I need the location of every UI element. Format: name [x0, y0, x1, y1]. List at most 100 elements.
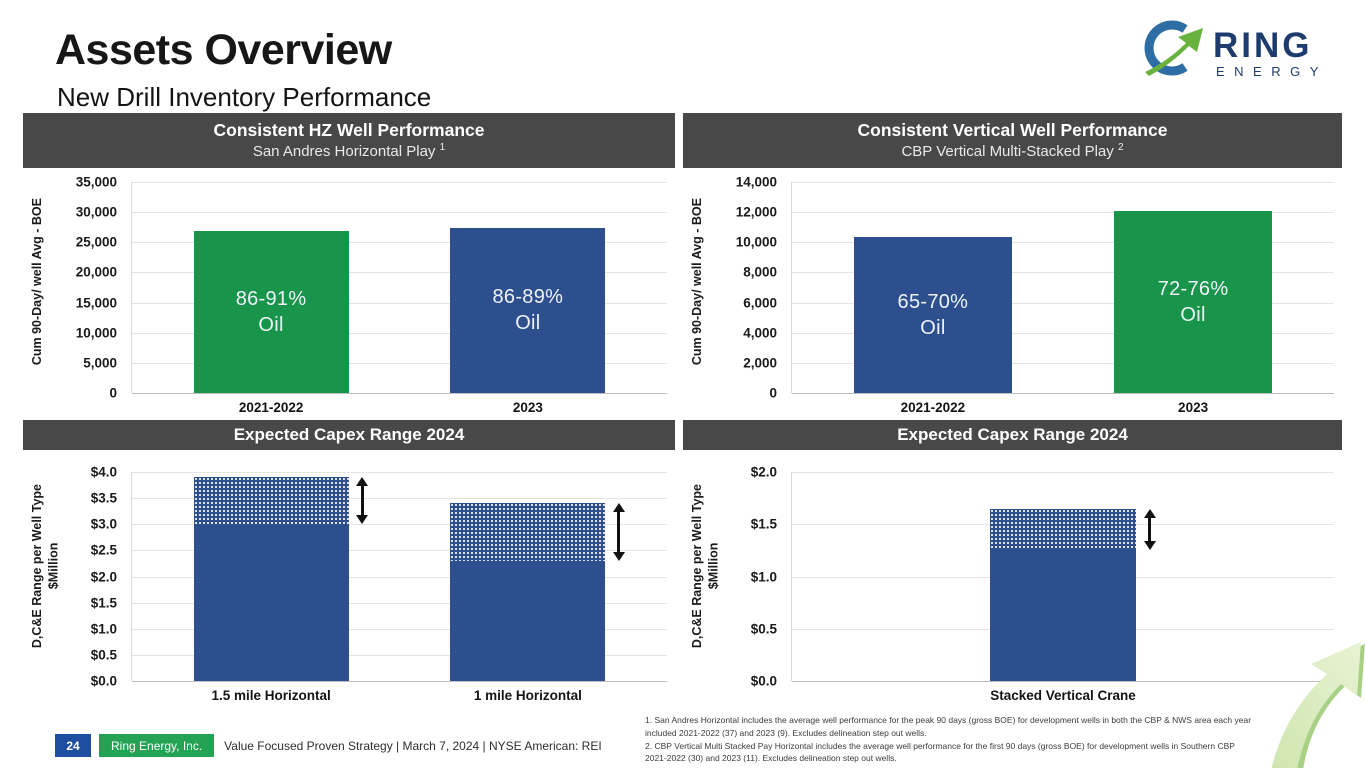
page-title: Assets Overview [55, 26, 392, 74]
y-axis-tick-label: $3.0 [90, 516, 117, 532]
y-axis-tick-label: $1.0 [750, 569, 777, 584]
panel-title: Expected Capex Range 2024 [897, 425, 1128, 445]
page-subtitle: New Drill Inventory Performance [57, 82, 432, 112]
y-axis-tick-label: 0 [769, 385, 777, 401]
plot-area: Stacked Vertical Crane [791, 472, 1334, 703]
panel-header-hz-well: Consistent HZ Well Performance San Andre… [23, 113, 675, 168]
logo-brand-text: RING [1213, 26, 1313, 65]
panel-title: Consistent Vertical Well Performance [857, 119, 1168, 140]
y-axis-tick-label: 0 [109, 385, 117, 401]
y-axis-tick-label: $0.0 [750, 673, 777, 689]
page-number-badge: 24 [55, 734, 91, 757]
panel-subtitle: CBP Vertical Multi-Stacked Play 2 [683, 142, 1342, 162]
x-axis-category-label: 2023 [1178, 400, 1209, 415]
gridline [132, 212, 667, 214]
y-axis-tick-label: 4,000 [743, 325, 777, 341]
range-arrow-icon [1143, 508, 1156, 551]
y-axis-tick-label: $0.5 [90, 647, 117, 663]
y-axis-tick-label: 30,000 [75, 204, 117, 220]
y-axis-tick-label: 15,000 [75, 295, 117, 311]
footer: 24 Ring Energy, Inc. Value Focused Prove… [55, 734, 602, 757]
y-axis-tick-label: $2.0 [90, 569, 117, 584]
gridline [132, 498, 667, 500]
arrowhead-up [612, 503, 625, 513]
y-axis-title-text: Cum 90-Day/ well Avg - BOE [30, 197, 44, 366]
y-axis-ticks: $0.0 $0.5 $1.0 $1.5 $2.0 [713, 465, 785, 689]
logo-arrow-icon [1145, 28, 1203, 76]
x-axis-category-label: 1 mile Horizontal [473, 688, 582, 703]
y-axis-tick-label: 35,000 [75, 174, 117, 190]
brand-badge: Ring Energy, Inc. [99, 734, 215, 757]
arrowhead-down [612, 551, 625, 561]
y-axis-ticks: 0 5,000 10,000 15,000 20,000 25,000 30,000 35,0… [53, 175, 125, 401]
x-axis-category-label: 2021-2022 [238, 400, 304, 415]
gridline [132, 550, 667, 552]
gridline [132, 602, 667, 604]
logo-graphic: RING ENERGY [1144, 20, 1328, 79]
y-axis-title-text: D,C&E Range per Well Type [30, 484, 44, 649]
gridline [132, 576, 667, 578]
footnote-ref: 2 [1117, 141, 1124, 153]
y-axis-title-text: D,C&E Range per Well Type [690, 484, 704, 649]
gridline [132, 524, 667, 526]
arrowhead-down [356, 515, 369, 525]
bar-1.5 mile Horizontal [193, 524, 349, 681]
x-axis-category-label: 1.5 mile Horizontal [211, 688, 331, 703]
gridline [792, 393, 1334, 394]
bar-range-segment [989, 508, 1137, 551]
y-axis-tick-label: $1.5 [750, 516, 777, 532]
bar-1 mile Horizontal [450, 560, 606, 681]
panel-subtitle: San Andres Horizontal Play 1 [23, 142, 675, 162]
y-axis-tick-label: $3.5 [90, 490, 117, 506]
y-axis-tick-label: 25,000 [75, 234, 117, 250]
bar-value-label: 86-91% Oil [235, 287, 307, 336]
panel-header-capex-left: Expected Capex Range 2024 [23, 420, 675, 450]
arrowhead-down [1143, 541, 1156, 551]
plot-area: 1.5 mile Horizontal 1 mile Horizontal [131, 472, 667, 703]
y-axis-tick-label: 5,000 [83, 355, 117, 371]
arrowhead-up [1143, 508, 1156, 518]
gridline [132, 182, 667, 183]
panel-subtitle-text: CBP Vertical Multi-Stacked Play [901, 142, 1114, 160]
plot-area: 65-70% Oil 2021-2022 72-76% Oil 2023 [791, 182, 1334, 415]
gridline [132, 654, 667, 656]
gridline [132, 302, 667, 304]
bar-2021-2022: 86-91% Oil [193, 230, 349, 393]
bar-value-label: 65-70% Oil [897, 291, 969, 339]
y-axis-tick-label: $1.0 [90, 621, 117, 637]
panel-title: Consistent HZ Well Performance [213, 119, 485, 140]
y-axis-title: Cum 90-Day/ well Avg - BOE [689, 170, 705, 393]
gridline [792, 362, 1334, 364]
gridline [132, 362, 667, 364]
chart-capex-vertical: D,C&E Range per Well Type $Million $0.0 $… [683, 452, 1342, 714]
y-axis-title-text: Cum 90-Day/ well Avg - BOE [690, 197, 704, 366]
bar-value-label: 86-89% Oil [492, 286, 564, 335]
y-axis-ticks: 0 2,000 4,000 6,000 8,000 10,000 12,000 14,000 [713, 175, 785, 401]
y-axis-title: Cum 90-Day/ well Avg - BOE [29, 170, 45, 393]
y-axis-tick-label: 10,000 [735, 234, 777, 250]
footnote-2: 2. CBP Vertical Multi Stacked Pay Horizo… [645, 740, 1235, 764]
bar-Stacked Vertical Crane [989, 550, 1137, 681]
y-axis-tick-label: $0.0 [90, 673, 117, 689]
arrowhead-up [356, 477, 369, 487]
bar-2023: 72-76% Oil [1114, 210, 1272, 393]
panel-header-vertical-well: Consistent Vertical Well Performance CBP… [683, 113, 1342, 168]
arrow-shaft [617, 512, 621, 552]
y-axis-tick-label: 8,000 [743, 264, 777, 280]
y-axis-ticks: $0.0 $0.5 $1.0 $1.5 $2.0 $2.5 $3.0 $3.5 $4.0 [53, 465, 125, 689]
logo-brand-subtext: ENERGY [1216, 64, 1328, 79]
growth-arrow-icon [1271, 642, 1365, 768]
x-axis-category-label: 2023 [512, 400, 543, 415]
y-axis-tick-label: 10,000 [75, 325, 117, 341]
y-axis-tick-label: $2.0 [750, 464, 777, 480]
gridline [792, 272, 1334, 274]
arrow-shaft [1148, 517, 1152, 542]
gridline [132, 332, 667, 334]
y-axis-tick-label: 20,000 [75, 264, 117, 280]
gridline [792, 681, 1334, 682]
gridline [792, 212, 1334, 214]
arrow-shaft [360, 486, 364, 516]
gridline [792, 242, 1334, 244]
footnotes: 1. San Andres Horizontal includes the av… [645, 714, 1253, 765]
